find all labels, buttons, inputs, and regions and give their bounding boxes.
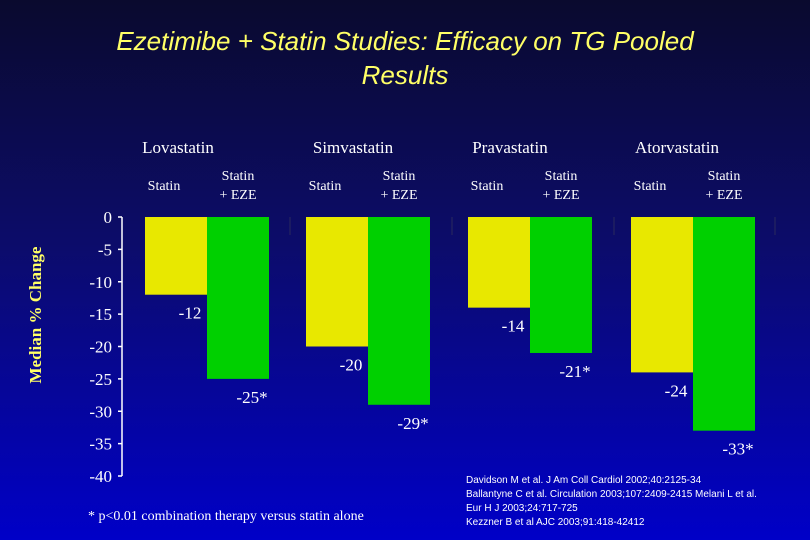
category-label: + EZE	[219, 188, 256, 203]
y-axis-label: Median % Change	[26, 246, 45, 383]
reference-3: Eur H J 2003;24:717-725	[466, 503, 578, 514]
group-label: Lovastatin	[142, 138, 214, 157]
category-label: Statin	[634, 179, 667, 194]
data-label: -14	[502, 317, 525, 336]
category-label: + EZE	[705, 188, 742, 203]
category-label: Statin	[471, 179, 504, 194]
category-label: Statin	[383, 169, 416, 184]
category-label: Statin	[708, 169, 741, 184]
data-label: -33*	[722, 440, 753, 459]
category-label: Statin	[222, 169, 255, 184]
reference-4: Kezzner B et al AJC 2003;91:418-42412	[466, 517, 645, 528]
reference-2: Ballantyne C et al. Circulation 2003;107…	[466, 489, 757, 500]
y-tick-label: -35	[89, 435, 112, 454]
y-tick-label: -5	[98, 240, 112, 259]
bar	[693, 217, 755, 431]
category-label: Statin	[309, 179, 342, 194]
y-tick-label: -40	[89, 467, 112, 486]
data-label: -12	[179, 304, 202, 323]
title-line-1: Ezetimibe + Statin Studies: Efficacy on …	[116, 26, 694, 56]
bar	[468, 217, 530, 308]
category-label: + EZE	[380, 188, 417, 203]
data-label: -29*	[397, 414, 428, 433]
references: Davidson M et al. J Am Coll Cardiol 2002…	[466, 474, 757, 530]
category-label: Statin	[545, 169, 578, 184]
chart-title: Ezetimibe + Statin Studies: Efficacy on …	[60, 24, 750, 92]
category-label: + EZE	[542, 188, 579, 203]
group-label: Pravastatin	[472, 138, 548, 157]
bar	[306, 217, 368, 347]
title-line-2: Results	[361, 60, 449, 90]
bar	[368, 217, 430, 405]
data-label: -24	[665, 381, 688, 400]
significance-footnote: * p<0.01 combination therapy versus stat…	[88, 509, 364, 524]
y-tick-label: -15	[89, 305, 112, 324]
data-label: -21*	[559, 362, 590, 381]
y-tick-label: -25	[89, 370, 112, 389]
bar	[631, 217, 693, 373]
y-tick-label: -20	[89, 338, 112, 357]
y-tick-label: -30	[89, 402, 112, 421]
group-label: Simvastatin	[313, 138, 394, 157]
reference-1: Davidson M et al. J Am Coll Cardiol 2002…	[466, 475, 702, 486]
bar	[530, 217, 592, 353]
y-tick-label: 0	[104, 208, 113, 227]
y-tick-label: -10	[89, 273, 112, 292]
group-label: Atorvastatin	[635, 138, 720, 157]
data-label: -20	[340, 356, 363, 375]
data-label: -25*	[236, 388, 267, 407]
bar	[145, 217, 207, 295]
bar	[207, 217, 269, 379]
category-label: Statin	[148, 179, 181, 194]
